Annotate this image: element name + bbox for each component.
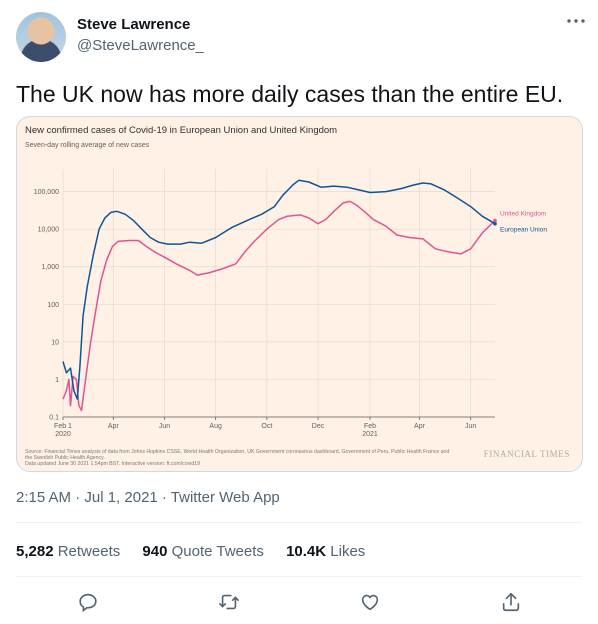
ft-logo: FINANCIAL TIMES: [484, 449, 570, 459]
series-end-dot: [493, 221, 497, 226]
y-tick-label: 10: [51, 339, 59, 346]
y-tick-label: 100: [47, 302, 59, 309]
quote-count: 940: [142, 543, 168, 560]
series-line-united-kingdom: [62, 200, 496, 412]
y-tick-label: 1,000: [41, 264, 59, 271]
x-year-label: 2020: [55, 431, 71, 438]
retweets-count: 5,282: [16, 543, 54, 560]
x-tick-label: Jun: [465, 423, 476, 430]
chart-subtitle: Seven-day rolling average of new cases: [25, 142, 150, 149]
divider: [16, 576, 582, 577]
tweet-timestamp[interactable]: 2:15 AM · Jul 1, 2021 · Twitter Web App: [16, 489, 280, 506]
source-line-3: Data updated June 30 2021 1.54pm BST. In…: [25, 461, 200, 467]
x-tick-label: Jun: [159, 423, 170, 430]
tweet-actions: [0, 588, 598, 616]
chart-image[interactable]: New confirmed cases of Covid-19 in Europ…: [16, 116, 583, 472]
x-tick-label: Feb: [364, 423, 376, 430]
share-icon[interactable]: [497, 588, 525, 616]
y-tick-label: 0.1: [49, 415, 59, 422]
divider: [16, 522, 582, 523]
tweet-stats: 5,282 Retweets 940 Quote Tweets 10.4K Li…: [16, 543, 383, 560]
x-year-label: 2021: [362, 431, 378, 438]
x-tick-label: Feb 1: [54, 423, 72, 430]
x-tick-label: Apr: [414, 423, 426, 430]
x-axis: Feb 1 Apr Jun Aug Oct Dec Feb Apr Jun 2020 2021: [54, 416, 495, 438]
reply-icon[interactable]: [74, 588, 102, 616]
likes-label: Likes: [330, 543, 366, 560]
y-tick-label: 100,000: [34, 189, 59, 196]
series-label: United Kingdom: [500, 211, 546, 218]
source-line-2: the Swedish Public Health Agency.: [25, 455, 105, 461]
series-label: European Union: [500, 227, 547, 234]
x-tick-label: Dec: [312, 423, 325, 430]
chart-title: New confirmed cases of Covid-19 in Europ…: [25, 125, 337, 136]
tweet-text: The UK now has more daily cases than the…: [16, 81, 564, 107]
x-tick-label: Aug: [209, 423, 222, 430]
user-handle[interactable]: @SteveLawrence_: [77, 37, 204, 54]
likes-stat[interactable]: 10.4K Likes: [286, 543, 365, 560]
series-line-european-union: [62, 179, 496, 400]
likes-count: 10.4K: [286, 543, 327, 560]
grid: [62, 169, 495, 418]
x-tick-label: Apr: [108, 423, 120, 430]
y-tick-label: 10,000: [38, 227, 60, 234]
covid-cases-chart: New confirmed cases of Covid-19 in Europ…: [25, 125, 570, 467]
series-lines: [62, 179, 496, 412]
series-end-dot: [493, 218, 497, 223]
y-tick-label: 1: [55, 377, 59, 384]
source-line-1: Source: Financial Times analysis of data…: [25, 449, 449, 455]
heart-icon[interactable]: [356, 588, 384, 616]
series-labels: European Union United Kingdom: [493, 211, 547, 234]
display-name[interactable]: Steve Lawrence: [77, 16, 191, 33]
retweets-stat[interactable]: 5,282 Retweets: [16, 543, 120, 560]
more-icon[interactable]: [565, 14, 587, 32]
quote-tweets-stat[interactable]: 940 Quote Tweets: [142, 543, 263, 560]
y-axis: 0.1 1 10 100 1,000 10,000 100,000: [34, 189, 59, 421]
retweets-label: Retweets: [57, 543, 121, 560]
avatar[interactable]: [16, 12, 66, 62]
quote-label: Quote Tweets: [171, 543, 264, 560]
retweet-icon[interactable]: [215, 588, 243, 616]
x-tick-label: Oct: [261, 423, 272, 430]
